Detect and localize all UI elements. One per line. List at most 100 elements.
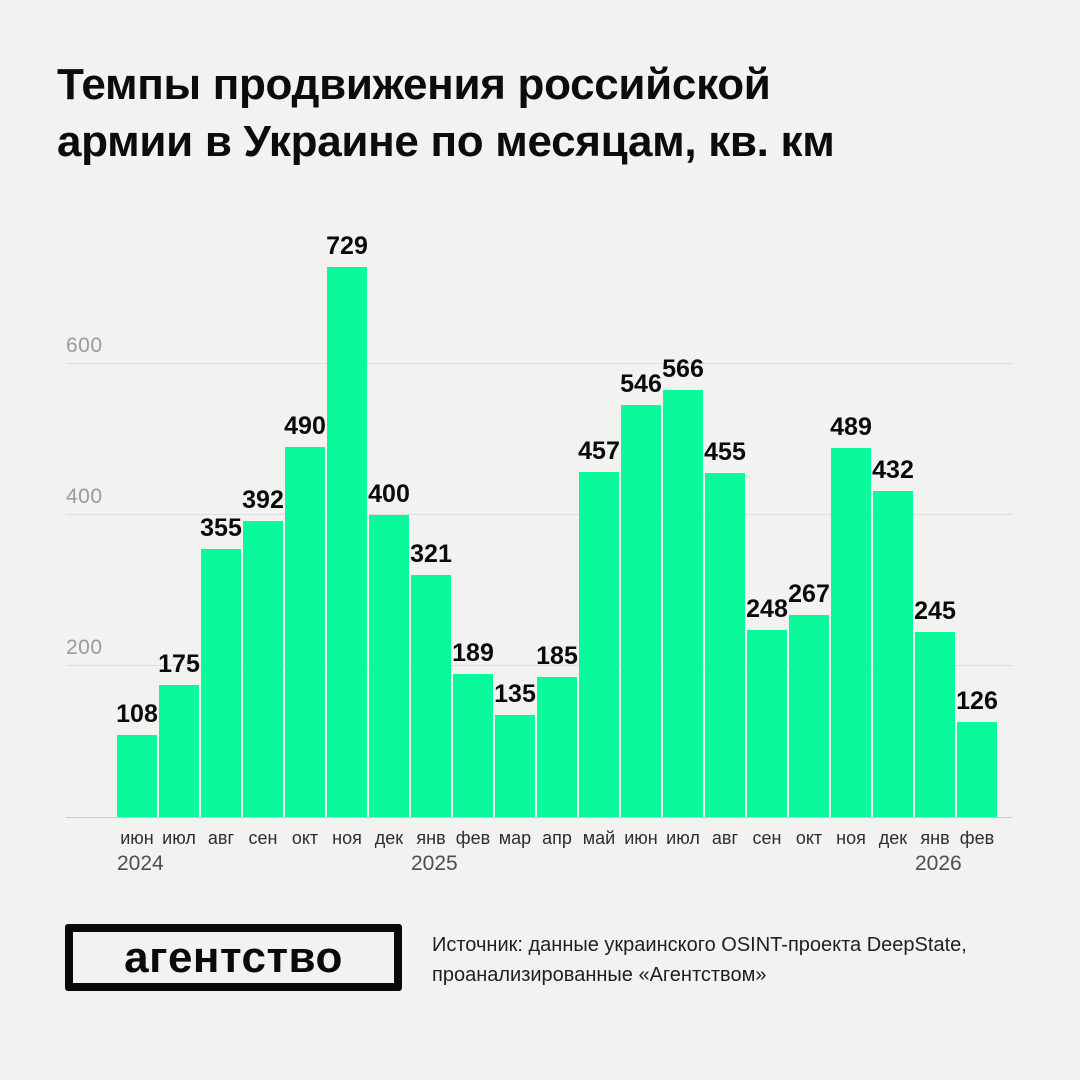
x-tick-label-18: дек [878,828,908,848]
bar-value-label-20: 126 [956,686,998,715]
x-tick-label-20: фев [959,828,995,848]
bar-value-label-17: 489 [830,412,872,441]
bar-value-label-7: 321 [410,539,452,568]
source-line1: Источник: данные украинского OSINT-проек… [432,934,967,956]
bar-value-label-19: 245 [914,597,956,625]
x-tick-label-8: фев [455,828,491,848]
bar-group-20: 126 [956,262,998,817]
bar-group-1: 175 [158,262,200,817]
grid-line-200 [66,664,1012,666]
bar-group-5: 729 [326,232,368,817]
bar-group-18: 432 [872,262,914,817]
bar-14 [705,473,745,817]
bar-group-0: 108 [116,262,158,817]
bar-value-label-2: 355 [200,513,242,542]
bar-group-12: 546 [620,262,662,817]
bar-group-7: 321 [410,262,452,817]
x-tick-label-0: июн [120,828,154,848]
bar-value-label-1: 175 [158,649,200,678]
chart-title: Темпы продвижения российской армии в Укра… [57,56,1017,170]
bar-group-8: 189 [452,262,494,817]
year-label-2024: 2024 [117,852,164,875]
bar-group-3: 392 [242,262,284,817]
bar-value-label-10: 185 [536,642,578,671]
bar-group-13: 566 [662,262,704,817]
bar-19 [915,632,955,817]
bar-8 [453,674,493,817]
bar-value-label-18: 432 [872,455,914,484]
year-labels-layer: 2024 2025 2026 [117,852,1017,878]
bar-7 [411,574,451,817]
bar-group-14: 455 [704,262,746,817]
bar-15 [747,629,787,817]
bar-9 [495,715,535,817]
bar-value-label-0: 108 [116,700,158,729]
bar-value-label-14: 455 [704,438,746,467]
bar-group-9: 135 [494,262,536,817]
x-tick-label-6: дек [374,828,404,848]
bar-18 [873,490,913,817]
x-tick-label-14: авг [711,828,739,848]
agentstvo-logo-text: агентство [124,932,343,982]
bar-value-label-4: 490 [284,412,326,440]
bar-group-16: 267 [788,262,830,817]
grid-line-600 [66,362,1012,364]
bar-value-label-15: 248 [746,594,788,623]
grid-line-400 [66,513,1012,515]
x-tick-label-4: окт [291,828,319,848]
bar-value-label-13: 566 [662,354,704,383]
bar-4 [285,447,325,817]
bar-group-4: 490 [284,262,326,817]
year-label-2025: 2025 [411,852,458,875]
bar-value-label-8: 189 [452,639,494,668]
month-labels-row: июн июл авг сен окт ноя дек янв фев мар апр май июн и… [117,828,997,849]
y-tick-label-200: 200 [66,635,103,659]
bar-group-15: 248 [746,262,788,817]
bar-16 [789,615,829,817]
bar-value-label-16: 267 [788,580,830,609]
x-tick-label-12: июн [624,828,658,848]
bar-0 [117,735,157,817]
bar-12 [621,404,661,817]
y-tick-label-400: 400 [66,484,103,508]
x-tick-label-9: мар [498,828,532,848]
chart-title-line2: армии в Украине по месяцам, кв. км [57,117,835,167]
bar-group-19: 245 [914,262,956,817]
bar-group-17: 489 [830,262,872,817]
bar-value-label-6: 400 [368,479,410,508]
x-tick-label-2: авг [207,828,235,848]
source-line2: проанализированные «Агентством» [432,964,767,986]
bar-13 [663,389,703,817]
bar-1 [159,684,199,817]
bars-row: 108 175 355 392 490 729 400 321 189 135 185 457 546 5… [116,232,998,817]
bar-group-10: 185 [536,262,578,817]
x-tick-label-7: янв [416,828,446,848]
x-axis-line [66,817,1012,818]
bar-group-11: 457 [578,262,620,817]
chart-title-line1: Темпы продвижения российской [57,60,771,109]
y-tick-label-600: 600 [66,333,103,357]
bar-2 [201,548,241,817]
x-tick-label-13: июл [666,828,700,848]
x-tick-label-15: сен [752,828,782,848]
x-tick-label-5: ноя [332,828,362,848]
plot-area: 200 400 600 108 175 355 392 490 729 400 321 189 135… [66,232,1012,818]
bar-value-label-9: 135 [494,680,536,709]
bar-group-6: 400 [368,262,410,817]
x-tick-label-10: апр [542,828,572,848]
x-tick-label-3: сен [248,828,278,848]
bar-11 [579,471,619,817]
bar-group-2: 355 [200,262,242,817]
source-credit: Источник: данные украинского OSINT-проек… [432,930,967,990]
bar-3 [243,521,283,817]
x-tick-label-19: янв [920,828,950,848]
x-tick-label-1: июл [162,828,196,848]
bar-10 [537,677,577,817]
bar-17 [831,447,871,817]
bar-value-label-3: 392 [242,486,284,514]
bar-6 [369,514,409,817]
year-label-2026: 2026 [915,852,962,875]
x-tick-label-17: ноя [836,828,866,848]
bar-value-label-12: 546 [620,369,662,398]
x-tick-label-11: май [582,828,616,848]
